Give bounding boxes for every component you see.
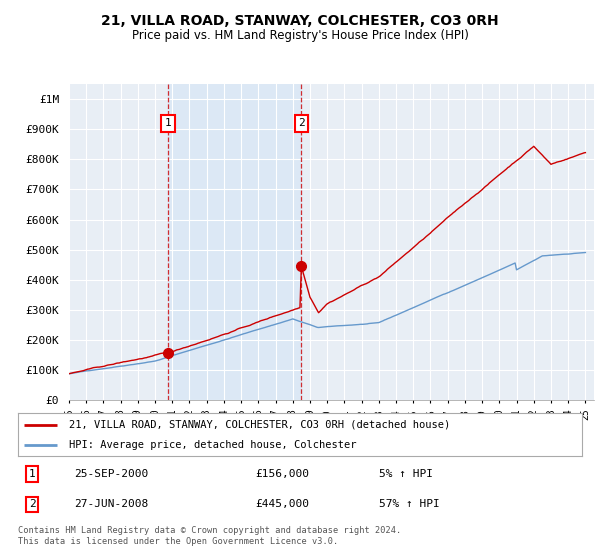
Text: 2: 2 bbox=[29, 500, 35, 509]
Text: Contains HM Land Registry data © Crown copyright and database right 2024.
This d: Contains HM Land Registry data © Crown c… bbox=[18, 526, 401, 546]
Text: 27-JUN-2008: 27-JUN-2008 bbox=[74, 500, 149, 509]
Text: 21, VILLA ROAD, STANWAY, COLCHESTER, CO3 0RH: 21, VILLA ROAD, STANWAY, COLCHESTER, CO3… bbox=[101, 14, 499, 28]
Text: Price paid vs. HM Land Registry's House Price Index (HPI): Price paid vs. HM Land Registry's House … bbox=[131, 29, 469, 42]
Text: 21, VILLA ROAD, STANWAY, COLCHESTER, CO3 0RH (detached house): 21, VILLA ROAD, STANWAY, COLCHESTER, CO3… bbox=[69, 419, 450, 430]
Text: 2: 2 bbox=[298, 118, 305, 128]
Text: £445,000: £445,000 bbox=[255, 500, 309, 509]
Text: 57% ↑ HPI: 57% ↑ HPI bbox=[379, 500, 440, 509]
Text: 1: 1 bbox=[29, 469, 35, 479]
Bar bbox=[168, 84, 301, 400]
Text: 1: 1 bbox=[164, 118, 172, 128]
Text: HPI: Average price, detached house, Colchester: HPI: Average price, detached house, Colc… bbox=[69, 440, 356, 450]
Text: 5% ↑ HPI: 5% ↑ HPI bbox=[379, 469, 433, 479]
Text: £156,000: £156,000 bbox=[255, 469, 309, 479]
Text: 25-SEP-2000: 25-SEP-2000 bbox=[74, 469, 149, 479]
